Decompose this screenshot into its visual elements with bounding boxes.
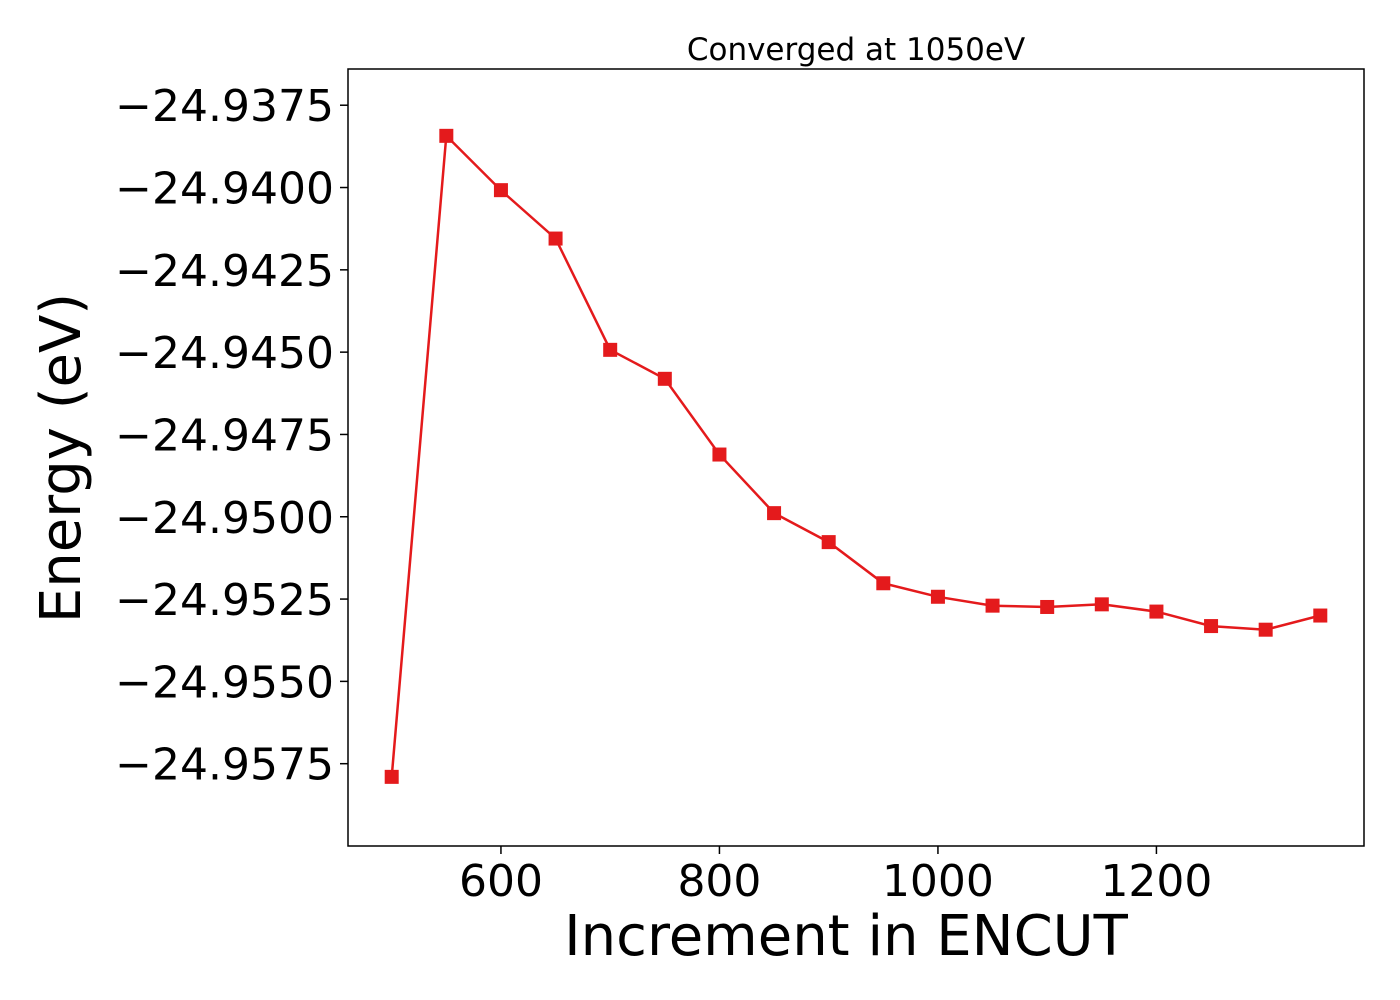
data-point	[1313, 608, 1328, 623]
chart-title: Converged at 1050eV	[687, 32, 1025, 68]
data-point	[603, 342, 618, 357]
data-point	[876, 576, 891, 591]
data-point	[985, 598, 1000, 613]
data-point	[1204, 619, 1219, 634]
data-point	[1149, 604, 1164, 619]
series-line	[390, 133, 1321, 778]
y-tick-label: −24.9400	[115, 164, 334, 215]
data-point	[657, 371, 672, 386]
x-tick-label: 1200	[1100, 856, 1212, 907]
data-point	[821, 535, 836, 550]
data-point	[767, 506, 782, 521]
data-point	[1094, 597, 1109, 612]
x-axis: 600 800 1000 1200	[459, 846, 1212, 907]
data-point	[712, 447, 727, 462]
x-tick-label: 600	[459, 856, 543, 907]
y-tick-label: −24.9425	[115, 246, 334, 297]
y-tick-label: −24.9550	[115, 657, 334, 708]
y-tick-label: −24.9475	[115, 410, 334, 461]
data-point	[548, 231, 563, 246]
data-point	[1258, 622, 1273, 637]
data-point	[384, 769, 399, 784]
y-tick-label: −24.9500	[115, 493, 334, 544]
x-axis-label: Increment in ENCUT	[564, 904, 1129, 969]
data-point	[439, 128, 454, 143]
data-point	[930, 589, 945, 604]
y-axis: −24.9375 −24.9400 −24.9425 −24.9450 −24.9475…	[115, 81, 348, 791]
series-layer	[384, 128, 1328, 784]
y-tick-label: −24.9375	[115, 81, 334, 132]
x-tick-label: 800	[677, 856, 761, 907]
plot-area	[347, 68, 1365, 847]
data-point	[493, 183, 508, 198]
y-axis-label: Energy (eV)	[29, 293, 94, 623]
x-tick-label: 1000	[882, 856, 994, 907]
y-tick-label: −24.9575	[115, 740, 334, 791]
y-tick-label: −24.9450	[115, 328, 334, 379]
y-tick-label: −24.9525	[115, 575, 334, 626]
data-point	[1040, 599, 1055, 614]
